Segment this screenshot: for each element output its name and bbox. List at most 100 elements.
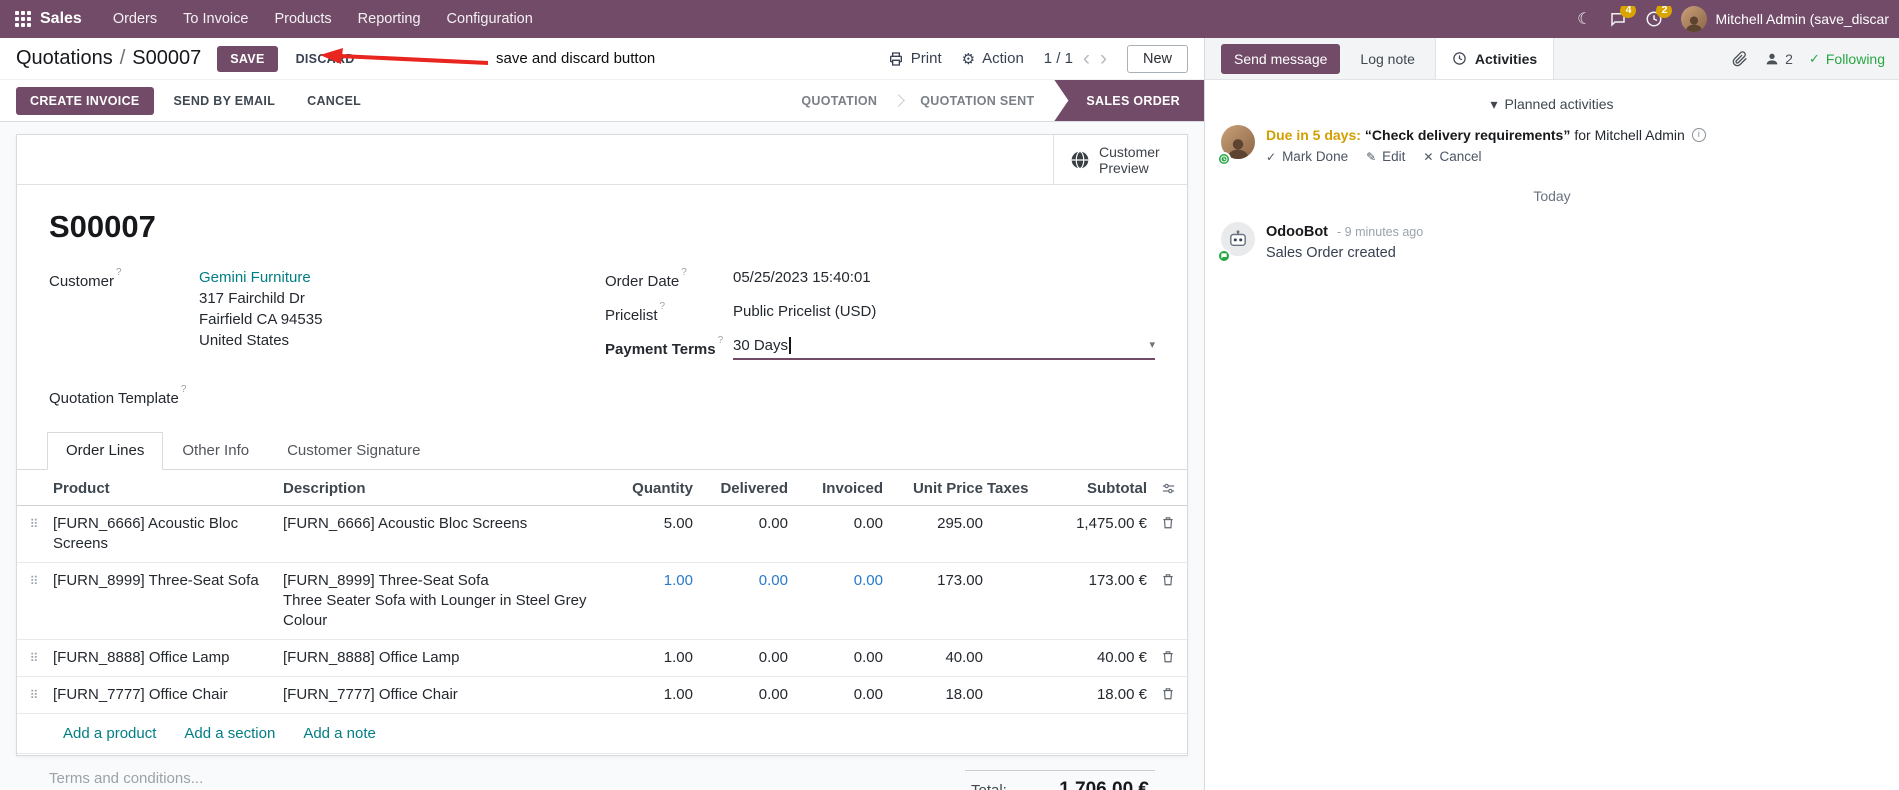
tab-customer-signature[interactable]: Customer Signature xyxy=(287,442,421,459)
app-name[interactable]: Sales xyxy=(40,10,82,27)
table-row[interactable]: ⠿ [FURN_8999] Three-Seat Sofa [FURN_8999… xyxy=(17,563,1187,640)
clock-icon xyxy=(1453,52,1466,65)
quotation-template-field[interactable]: Quotation Template? xyxy=(17,369,1187,407)
status-sales-order[interactable]: SALES ORDER xyxy=(1054,80,1204,121)
help-icon: ? xyxy=(717,335,724,346)
log-note-button[interactable]: Log note xyxy=(1360,50,1415,67)
delete-row-icon[interactable] xyxy=(1149,677,1187,709)
cell-taxes xyxy=(985,677,1047,693)
cell-delivered: 0.00 xyxy=(758,572,788,589)
attachments-button[interactable] xyxy=(1732,50,1748,67)
mark-done-button[interactable]: ✓ Mark Done xyxy=(1266,149,1348,164)
customer-link[interactable]: Gemini Furniture xyxy=(199,269,311,286)
chevron-down-icon[interactable]: ▾ xyxy=(1149,339,1155,351)
send-message-button[interactable]: Send message xyxy=(1221,43,1341,74)
header-quantity[interactable]: Quantity xyxy=(632,480,693,497)
customer-preview-button[interactable]: Customer Preview xyxy=(1053,135,1187,184)
action-button[interactable]: ⚙ Action xyxy=(962,50,1024,68)
delete-row-icon[interactable] xyxy=(1149,640,1187,672)
messages-icon[interactable]: 4 xyxy=(1609,6,1637,28)
status-quotation-sent[interactable]: QUOTATION SENT xyxy=(920,93,1035,108)
activity-actions: ✓ Mark Done ✎ Edit ✕ Cancel xyxy=(1266,149,1706,164)
tab-other-info[interactable]: Other Info xyxy=(182,442,250,459)
cell-delivered: 0.00 xyxy=(758,515,788,532)
send-by-email-button[interactable]: SEND BY EMAIL xyxy=(162,87,288,115)
drag-handle-icon[interactable]: ⠿ xyxy=(29,688,39,702)
header-unit-price[interactable]: Unit Price xyxy=(912,480,983,497)
pager-next-icon[interactable]: › xyxy=(1099,47,1107,70)
edit-activity-button[interactable]: ✎ Edit xyxy=(1366,149,1405,164)
pager: 1 / 1 ‹ › xyxy=(1044,48,1107,69)
pager-previous-icon[interactable]: ‹ xyxy=(1082,47,1090,70)
save-button[interactable]: SAVE xyxy=(217,45,278,72)
pricelist-label: Pricelist? xyxy=(605,301,666,324)
header-invoiced[interactable]: Invoiced xyxy=(822,480,883,497)
order-date-value[interactable]: 05/25/2023 15:40:01 xyxy=(733,269,871,286)
terms-placeholder[interactable]: Terms and conditions... xyxy=(49,770,204,787)
customer-preview-label: Customer Preview xyxy=(1099,143,1160,176)
table-row[interactable]: ⠿ [FURN_6666] Acoustic Bloc Screens [FUR… xyxy=(17,506,1187,563)
activity-due: Due in 5 days: xyxy=(1266,127,1361,143)
status-quotation[interactable]: QUOTATION xyxy=(801,93,878,108)
delete-row-icon[interactable] xyxy=(1149,506,1187,538)
menu-reporting[interactable]: Reporting xyxy=(357,11,421,27)
caret-down-icon xyxy=(1491,96,1505,112)
table-row[interactable]: ⠿ [FURN_8888] Office Lamp [FURN_8888] Of… xyxy=(17,640,1187,677)
drag-handle-icon[interactable]: ⠿ xyxy=(29,651,39,665)
following-button[interactable]: ✓ Following xyxy=(1809,51,1885,67)
menu-to-invoice[interactable]: To Invoice xyxy=(183,11,249,27)
message-author[interactable]: OdooBot xyxy=(1266,224,1329,240)
drag-handle-icon[interactable]: ⠿ xyxy=(29,574,39,588)
field-groups: Customer? Gemini Furniture 317 Fairchild… xyxy=(17,267,1187,369)
cancel-activity-button[interactable]: ✕ Cancel xyxy=(1423,149,1481,164)
cancel-button[interactable]: CANCEL xyxy=(295,87,373,115)
apps-menu-icon[interactable] xyxy=(12,8,34,30)
menu-configuration[interactable]: Configuration xyxy=(446,11,533,27)
header-buttons: CREATE INVOICE SEND BY EMAIL CANCEL xyxy=(16,80,373,121)
user-menu[interactable]: Mitchell Admin (save_discar xyxy=(1681,6,1889,32)
pricelist-value[interactable]: Public Pricelist (USD) xyxy=(733,303,877,320)
header-delivered[interactable]: Delivered xyxy=(720,480,788,497)
menu-products[interactable]: Products xyxy=(274,11,332,27)
cell-delivered: 0.00 xyxy=(758,649,788,666)
activities-tab[interactable]: Activities xyxy=(1434,38,1555,79)
dark-mode-icon[interactable]: ☾ xyxy=(1577,11,1592,28)
form-statusbar: CREATE INVOICE SEND BY EMAIL CANCEL QUOT… xyxy=(0,80,1204,122)
add-section-link[interactable]: Add a section xyxy=(184,725,276,742)
menu-orders[interactable]: Orders xyxy=(112,11,158,27)
breadcrumb: Quotations / S00007 xyxy=(16,47,201,70)
activities-clock-icon[interactable]: 2 xyxy=(1645,6,1673,28)
add-note-link[interactable]: Add a note xyxy=(303,725,376,742)
help-icon: ? xyxy=(659,301,666,312)
page-title: S00007 xyxy=(49,209,156,244)
delete-row-icon[interactable] xyxy=(1149,563,1187,595)
activities-badge: 2 xyxy=(1656,6,1673,18)
drag-handle-icon[interactable]: ⠿ xyxy=(29,517,39,531)
header-subtotal[interactable]: Subtotal xyxy=(1087,480,1147,497)
breadcrumb-separator: / xyxy=(119,47,126,69)
optional-columns-icon[interactable] xyxy=(1149,471,1187,504)
pager-value: 1 / 1 xyxy=(1043,50,1073,67)
check-icon: ✓ xyxy=(1266,149,1277,164)
info-icon[interactable]: i xyxy=(1691,128,1706,142)
new-button[interactable]: New xyxy=(1126,44,1188,73)
table-header: Product Description Quantity Delivered I… xyxy=(17,470,1187,506)
handle-column xyxy=(17,479,51,497)
tab-order-lines[interactable]: Order Lines xyxy=(47,432,164,470)
header-product[interactable]: Product xyxy=(53,480,110,497)
cell-product: [FURN_8999] Three-Seat Sofa xyxy=(53,572,259,589)
followers-button[interactable]: 2 xyxy=(1764,51,1793,67)
add-product-link[interactable]: Add a product xyxy=(63,725,157,742)
table-row[interactable]: ⠿ [FURN_7777] Office Chair [FURN_7777] O… xyxy=(17,677,1187,714)
cell-taxes xyxy=(985,640,1047,656)
customer-value: Gemini Furniture 317 Fairchild Dr Fairfi… xyxy=(199,267,322,351)
cell-invoiced: 0.00 xyxy=(853,572,883,589)
payment-terms-input[interactable]: 30 Days ▾ xyxy=(733,335,1155,360)
control-panel: Quotations / S00007 SAVE DISCARD save an… xyxy=(0,38,1204,80)
create-invoice-button[interactable]: CREATE INVOICE xyxy=(16,86,154,115)
header-description[interactable]: Description xyxy=(283,480,366,497)
breadcrumb-quotations[interactable]: Quotations xyxy=(16,47,113,69)
print-button[interactable]: Print xyxy=(888,50,942,67)
planned-activities-header[interactable]: Planned activities xyxy=(1205,96,1899,113)
header-taxes[interactable]: Taxes xyxy=(987,480,1029,497)
